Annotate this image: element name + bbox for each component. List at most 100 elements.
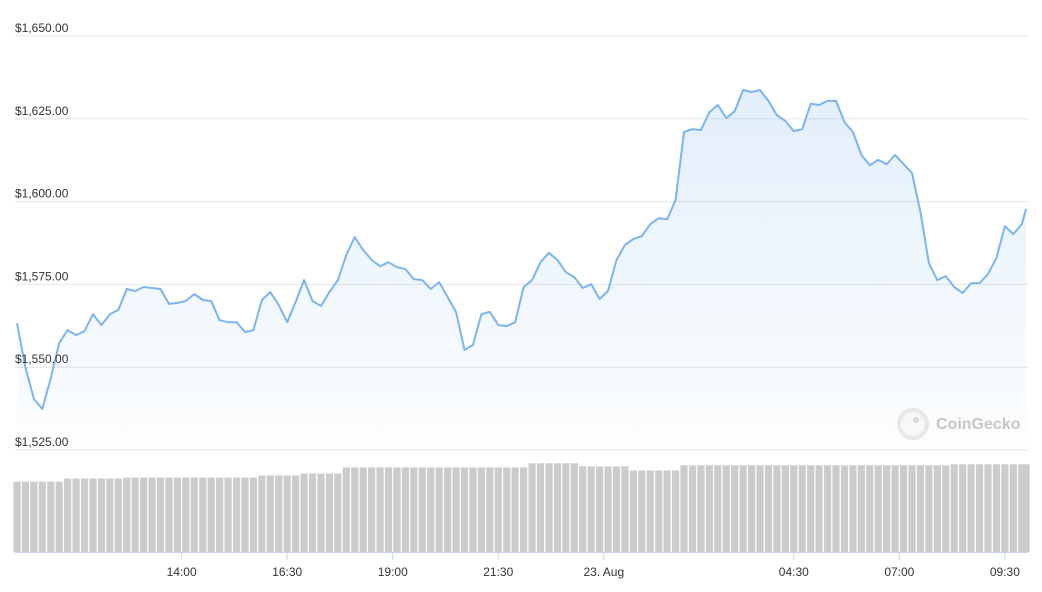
volume-bar — [114, 478, 122, 552]
volume-bar — [781, 465, 789, 552]
x-tick-label: 23. Aug — [583, 565, 624, 579]
x-tick-label: 19:00 — [378, 565, 408, 579]
watermark: CoinGecko — [897, 408, 1021, 440]
volume-bar — [899, 465, 908, 552]
volume-bar — [536, 463, 545, 552]
volume-bar — [587, 466, 595, 552]
x-tick-label: 21:30 — [483, 565, 513, 579]
volume-bar — [156, 477, 165, 552]
axes: $1,525.00 $1,550.00 $1,575.00 $1,600.00 $1,6… — [15, 21, 1028, 579]
volume-bar — [756, 465, 764, 552]
volume-bar — [401, 467, 410, 552]
volume-bar — [266, 475, 274, 552]
volume-bar — [520, 467, 528, 552]
y-tick-label: $1,575.00 — [15, 269, 69, 283]
volume-bar — [97, 478, 106, 552]
area — [17, 90, 1026, 450]
volume-bar — [596, 466, 604, 552]
volume-bar — [393, 467, 401, 552]
volume-bar — [874, 465, 882, 552]
price-line — [16, 89, 1027, 410]
volume-bar — [72, 478, 80, 552]
volume-bar — [89, 478, 97, 552]
volume-bar — [308, 473, 317, 552]
volume-bar — [570, 463, 578, 552]
volume-bar — [64, 478, 72, 552]
volume-bar — [857, 465, 865, 552]
volume-bar — [494, 467, 502, 552]
x-tick-label: 09:30 — [990, 565, 1020, 579]
x-tick-label: 14:00 — [167, 565, 197, 579]
volume-bar — [916, 465, 925, 552]
volume-bar — [984, 464, 992, 552]
volume-bar — [469, 467, 477, 552]
x-tick-label: 07:00 — [884, 565, 914, 579]
volume-bar — [368, 467, 376, 552]
plot — [16, 89, 1027, 450]
volume — [13, 463, 1030, 552]
volume-bar — [427, 467, 435, 552]
volume-bar — [942, 465, 950, 552]
volume-bar — [629, 470, 637, 552]
volume-bar — [342, 467, 350, 552]
volume-bar — [232, 477, 241, 552]
volume-bar — [688, 465, 697, 552]
volume-bar — [207, 477, 215, 552]
volume-bar — [739, 465, 747, 552]
volume-bar — [173, 477, 182, 552]
volume-bar — [21, 481, 30, 552]
volume-bar — [807, 465, 815, 552]
volume-bar — [1022, 464, 1030, 552]
volume-bar — [325, 473, 334, 552]
volume-bar — [975, 464, 984, 552]
volume-bar — [384, 467, 393, 552]
volume-bar — [553, 463, 561, 552]
volume-bar — [410, 467, 418, 552]
volume-bar — [460, 467, 469, 552]
volume-bar — [317, 473, 325, 552]
volume-bar — [503, 467, 511, 552]
volume-bar — [790, 465, 798, 552]
volume-bar — [925, 465, 933, 552]
volume-bar — [579, 466, 587, 552]
y-tick-label: $1,625.00 — [15, 104, 69, 118]
volume-bar — [638, 470, 646, 552]
volume-bar — [80, 478, 89, 552]
volume-bar — [747, 465, 756, 552]
volume-bar — [477, 467, 485, 552]
volume-bar — [258, 475, 266, 552]
volume-bar — [1001, 464, 1009, 552]
volume-bar — [300, 473, 308, 552]
volume-bar — [959, 464, 967, 552]
volume-bar — [1018, 464, 1026, 552]
volume-bar — [13, 481, 21, 552]
volume-bar — [722, 465, 730, 552]
volume-bar — [359, 467, 367, 552]
watermark-text: CoinGecko — [936, 416, 1021, 433]
volume-bar — [908, 465, 916, 552]
volume-bar — [840, 465, 849, 552]
volume-bar — [992, 464, 1001, 552]
volume-bar — [705, 465, 713, 552]
volume-bar — [545, 463, 553, 552]
volume-bar — [444, 467, 452, 552]
volume-bar — [849, 465, 857, 552]
volume-bar — [663, 470, 671, 552]
volume-bar — [832, 465, 840, 552]
volume-bar — [131, 477, 139, 552]
y-tick-label: $1,600.00 — [15, 187, 69, 201]
volume-bar — [621, 466, 629, 552]
volume-bar — [351, 467, 359, 552]
volume-bar — [933, 465, 941, 552]
volume-bar — [148, 477, 156, 552]
volume-bar — [604, 466, 612, 552]
volume-bar — [697, 465, 705, 552]
volume-bar — [106, 478, 114, 552]
volume-bar — [714, 465, 722, 552]
volume-bar — [798, 465, 806, 552]
volume-bar — [376, 467, 384, 552]
volume-bar — [190, 477, 198, 552]
volume-bar — [764, 465, 773, 552]
watermark-logo — [901, 412, 925, 436]
